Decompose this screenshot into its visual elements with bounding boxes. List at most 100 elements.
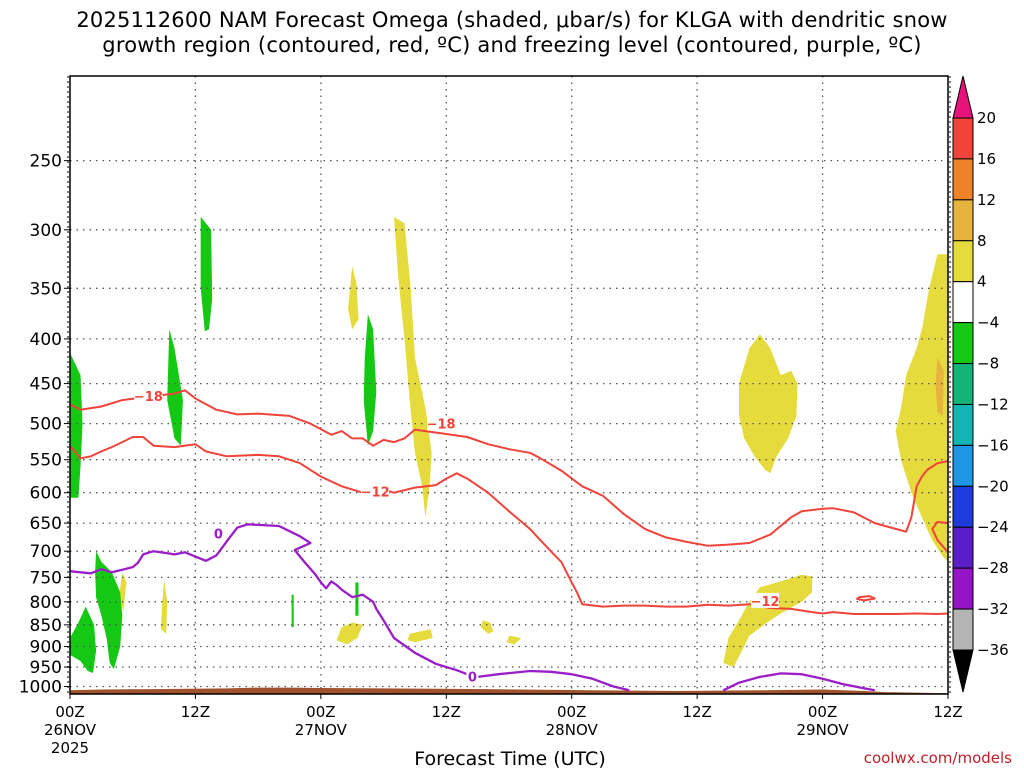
y-tick-label: 600 bbox=[30, 484, 62, 504]
omega-sinking-region bbox=[291, 594, 294, 628]
contour-label: −12 bbox=[361, 485, 390, 500]
colorbar-segment bbox=[952, 403, 974, 446]
omega-shading-layer bbox=[70, 76, 948, 694]
colorbar-segment bbox=[952, 608, 974, 651]
x-tick-label: 28NOV bbox=[546, 721, 599, 739]
site-credit: coolwx.com/models bbox=[864, 749, 1012, 767]
y-tick-label: 400 bbox=[30, 330, 62, 350]
colorbar-tick-label: −12 bbox=[977, 395, 1009, 413]
x-tick-label: 12Z bbox=[682, 703, 711, 721]
colorbar-segment bbox=[952, 199, 974, 242]
y-tick-label: 850 bbox=[30, 616, 62, 636]
omega-sinking-region bbox=[95, 551, 123, 669]
colorbar-tick-label: −24 bbox=[977, 518, 1009, 536]
chart-title-line-2: growth region (contoured, red, ºC) and f… bbox=[102, 33, 922, 57]
chart-title-line-1: 2025112600 NAM Forecast Omega (shaded, μ… bbox=[76, 8, 948, 32]
x-tick-label: 00Z bbox=[808, 703, 837, 721]
contour-label: −12 bbox=[751, 595, 780, 610]
contour-label: −18 bbox=[427, 418, 456, 433]
x-tick-label: 12Z bbox=[432, 703, 461, 721]
colorbar-tick-label: −36 bbox=[977, 641, 1009, 659]
plot-area bbox=[70, 76, 948, 694]
dgz-contour-edge bbox=[931, 520, 949, 553]
x-tick-label: 00Z bbox=[55, 703, 84, 721]
omega-sinking-region bbox=[355, 582, 359, 616]
omega-rising-region bbox=[348, 266, 359, 330]
x-axis-label: Forecast Time (UTC) bbox=[414, 748, 605, 768]
y-tick-label: 300 bbox=[30, 221, 62, 241]
x-tick-label: 26NOV bbox=[44, 721, 97, 739]
x-tick-label: 2025 bbox=[51, 739, 89, 757]
contour-label-bg bbox=[361, 483, 390, 499]
colorbar-segment bbox=[952, 322, 974, 365]
omega-rising-region bbox=[407, 629, 433, 643]
y-tick-label: 900 bbox=[30, 638, 62, 658]
colorbar-segment bbox=[952, 526, 974, 569]
omega-rising-region bbox=[160, 579, 168, 634]
omega-rising-region bbox=[480, 620, 494, 634]
omega-rising-region bbox=[394, 216, 432, 518]
y-tick-label: 650 bbox=[30, 514, 62, 534]
x-tick-label: 29NOV bbox=[797, 721, 850, 739]
y-tick-label: 350 bbox=[30, 279, 62, 299]
contour-label: 0 bbox=[468, 670, 477, 685]
omega-sinking-region bbox=[200, 216, 213, 332]
colorbar-segment bbox=[952, 363, 974, 405]
x-tick-label: 12Z bbox=[933, 703, 962, 721]
contour-layer: −18 −18 −12 −12 0 0 bbox=[69, 388, 949, 692]
omega-rising-region bbox=[506, 635, 522, 645]
colorbar-segment bbox=[952, 281, 974, 324]
omega-rising-region bbox=[895, 254, 948, 562]
colorbar-tick-label: 20 bbox=[977, 109, 996, 127]
colorbar-segment bbox=[952, 485, 974, 528]
contour-label-bg bbox=[212, 525, 225, 541]
plot-frame bbox=[69, 75, 949, 695]
y-tick-label: 800 bbox=[30, 593, 62, 613]
colorbar-tick-label: 12 bbox=[977, 191, 996, 209]
colorbar-tick-label: −32 bbox=[977, 600, 1009, 618]
x-tick-label: 27NOV bbox=[295, 721, 348, 739]
colorbar-tick-label: −28 bbox=[977, 559, 1009, 577]
colorbar-segment bbox=[952, 444, 974, 487]
colorbar: 20 16 12 8 4 −4 −8 −12 −16 −20 −24 −28 −32 −36 bbox=[952, 75, 1009, 693]
colorbar-segment bbox=[952, 117, 974, 160]
colorbar-top-arrow bbox=[952, 75, 974, 119]
omega-rising-region bbox=[935, 357, 944, 416]
y-tick-label: 250 bbox=[30, 152, 62, 172]
omega-sinking-region bbox=[70, 352, 83, 498]
omega-rising-region bbox=[336, 622, 363, 645]
y-tick-label: 950 bbox=[30, 658, 62, 678]
contour-label-bg bbox=[134, 388, 163, 404]
dgz-contour-minus12 bbox=[69, 436, 949, 615]
colorbar-segment bbox=[952, 567, 974, 610]
contour-label: −18 bbox=[134, 390, 163, 405]
colorbar-tick-label: 8 bbox=[977, 232, 987, 250]
ground-layer bbox=[70, 687, 948, 694]
colorbar-bottom-arrow bbox=[952, 649, 974, 693]
omega-sinking-region bbox=[70, 606, 97, 673]
contour-label: 0 bbox=[214, 527, 223, 542]
dgz-contour-minus18 bbox=[69, 389, 949, 547]
contour-label-bg bbox=[427, 415, 456, 431]
y-tick-label: 500 bbox=[30, 415, 62, 435]
freezing-level-contour-b bbox=[722, 672, 876, 692]
ground-surface bbox=[70, 687, 948, 694]
x-tick-label: 00Z bbox=[557, 703, 586, 721]
colorbar-segment bbox=[952, 240, 974, 283]
x-tick-label: 12Z bbox=[181, 703, 210, 721]
y-tick-label: 550 bbox=[30, 451, 62, 471]
omega-rising-region bbox=[739, 334, 798, 474]
omega-sinking-region bbox=[363, 314, 377, 446]
dgz-contour-loop bbox=[856, 595, 876, 602]
colorbar-tick-label: 16 bbox=[977, 150, 996, 168]
colorbar-tick-label: 4 bbox=[977, 273, 987, 291]
y-tick-label: 450 bbox=[30, 375, 62, 395]
contour-label-bg bbox=[466, 668, 479, 684]
colorbar-tick-label: −4 bbox=[977, 314, 999, 332]
omega-sinking-region bbox=[167, 329, 183, 446]
contour-label-bg bbox=[751, 592, 780, 608]
x-tick-label: 00Z bbox=[306, 703, 335, 721]
colorbar-tick-label: −8 bbox=[977, 355, 999, 373]
